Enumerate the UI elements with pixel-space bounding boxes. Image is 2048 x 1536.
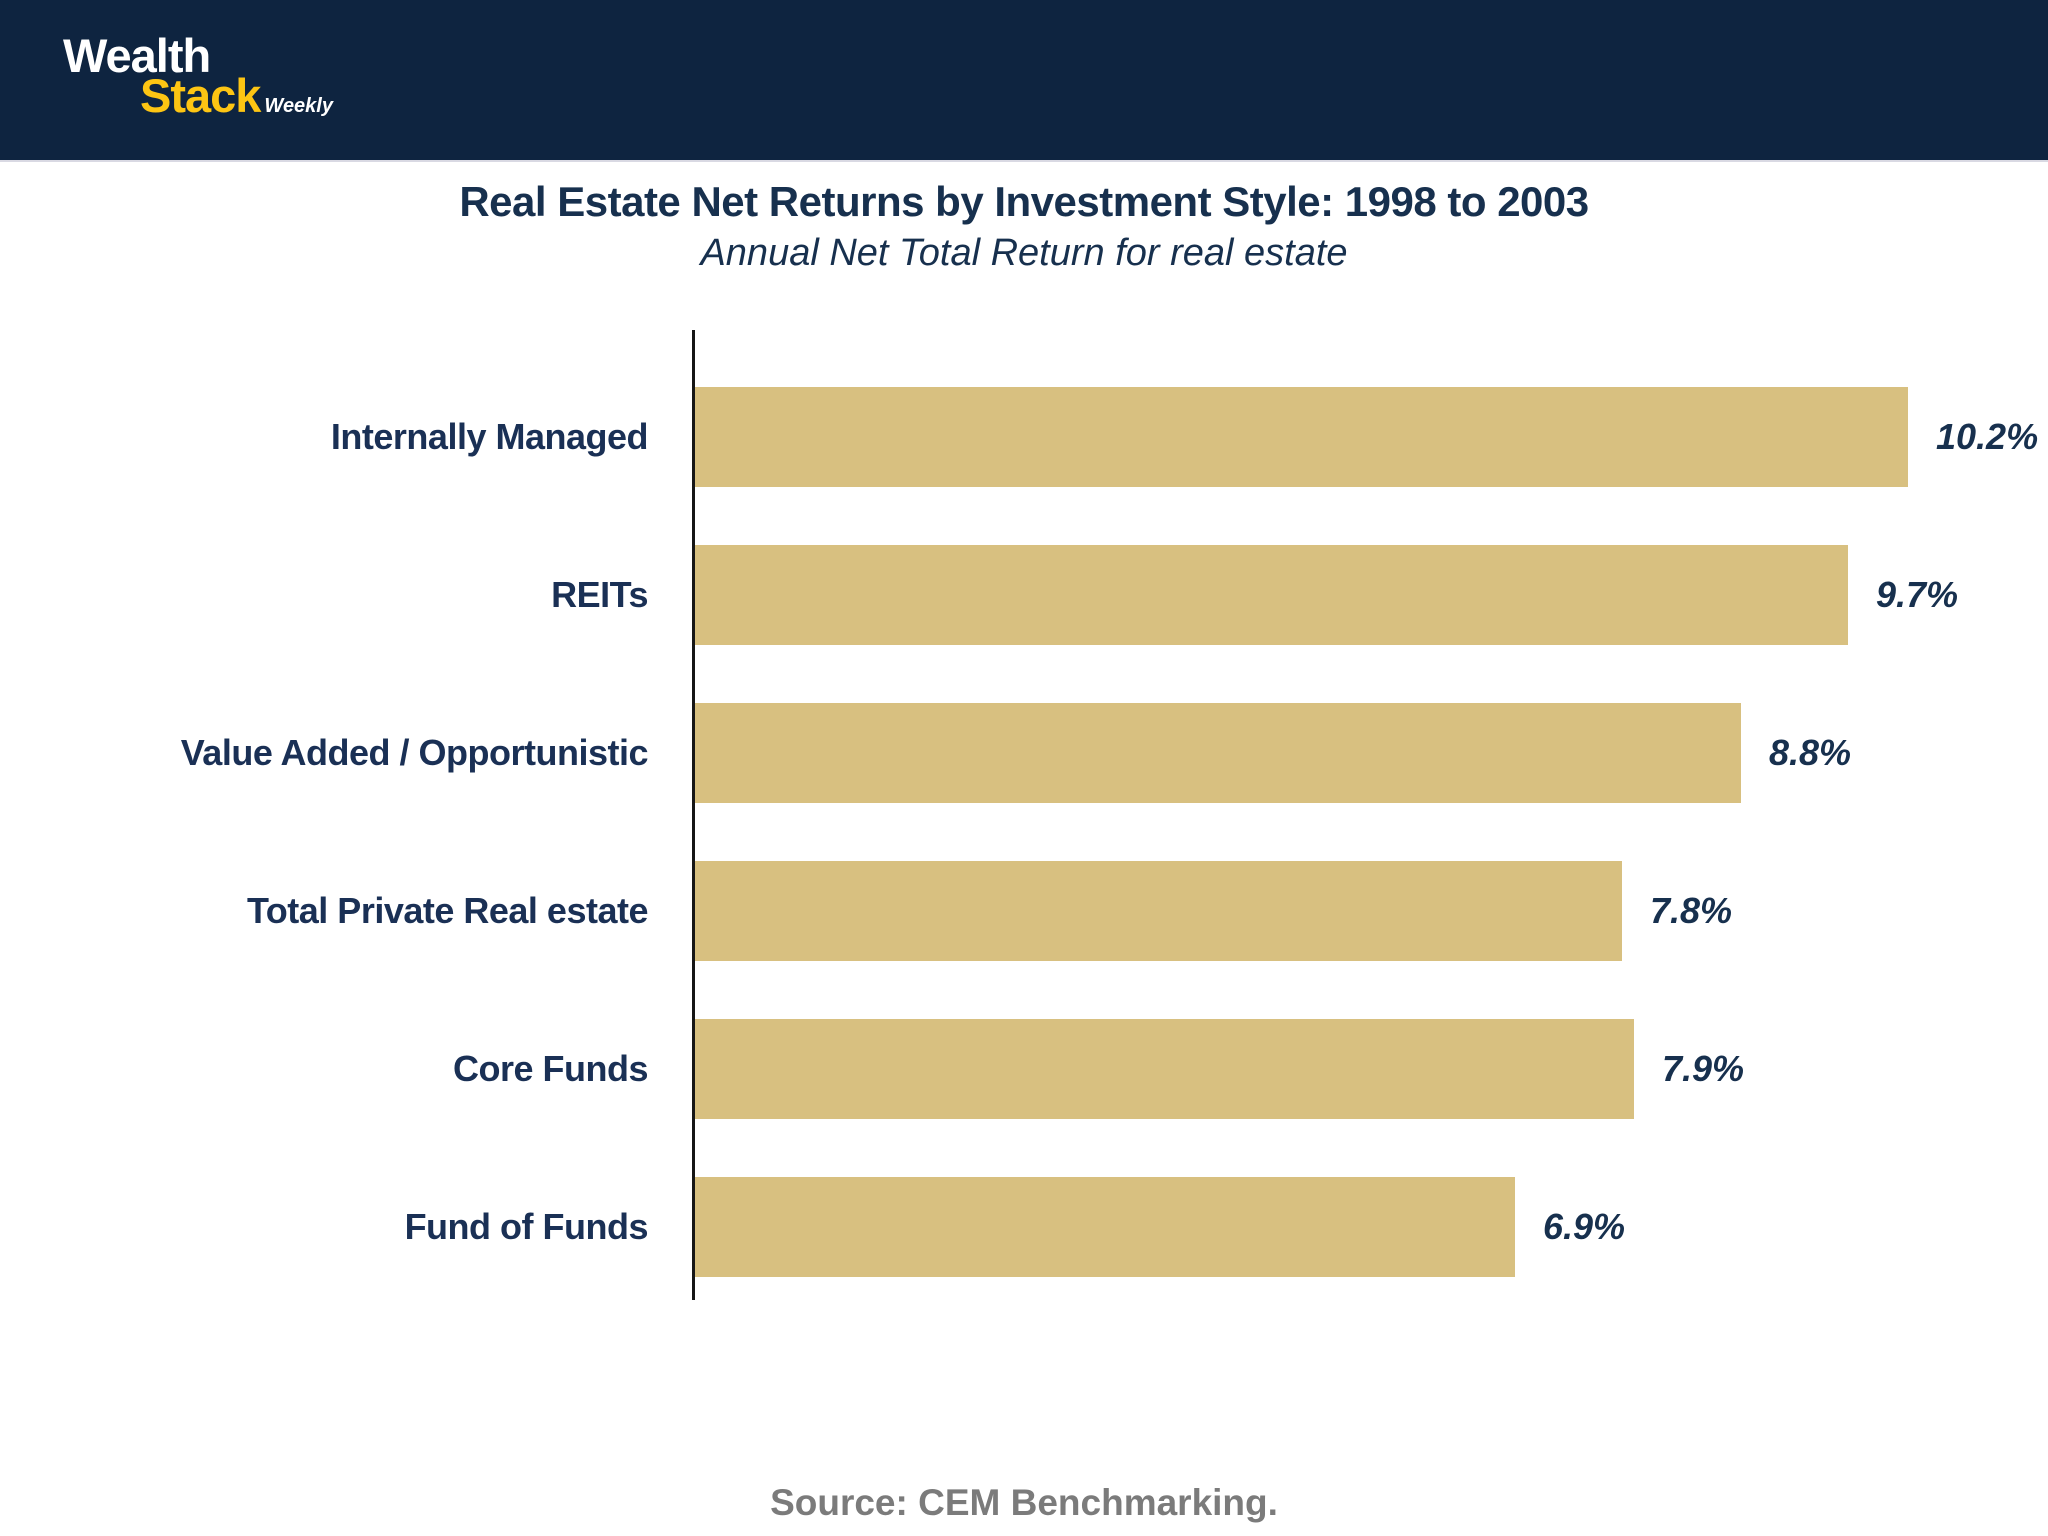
source-attribution: Source: CEM Benchmarking. — [770, 1482, 1278, 1523]
bar-row: Core Funds 7.9% — [0, 990, 2048, 1148]
bar-row: Internally Managed 10.2% — [0, 358, 2048, 516]
bar — [695, 861, 1622, 961]
bar-chart: Internally Managed 10.2% REITs 9.7% Valu… — [0, 332, 2048, 1306]
value-label: 9.7% — [1876, 574, 1959, 615]
bar-row: Total Private Real estate 7.8% — [0, 832, 2048, 990]
category-label: Core Funds — [452, 1048, 649, 1089]
value-label: 6.9% — [1543, 1206, 1626, 1247]
value-label: 10.2% — [1936, 416, 2039, 457]
y-axis-line — [692, 330, 695, 1300]
bar — [695, 1177, 1515, 1277]
logo-weekly-text: Weekly — [264, 95, 333, 117]
category-label: Value Added / Opportunistic — [180, 732, 649, 773]
category-label: REITs — [551, 574, 648, 615]
value-label: 7.8% — [1650, 890, 1733, 931]
bar-row: Value Added / Opportunistic 8.8% — [0, 674, 2048, 832]
header-band: Wealth Stack Weekly — [0, 0, 2048, 162]
bar-row: REITs 9.7% — [0, 516, 2048, 674]
value-label: 8.8% — [1769, 732, 1852, 773]
chart-title: Real Estate Net Returns by Investment St… — [459, 178, 1589, 225]
category-label: Internally Managed — [330, 416, 649, 457]
category-label: Total Private Real estate — [246, 890, 649, 931]
value-label: 7.9% — [1662, 1048, 1745, 1089]
logo-stack-text: Stack — [140, 69, 261, 122]
logo-wealth-text: Wealth — [63, 29, 211, 82]
bar — [695, 703, 1741, 803]
wealthstack-logo: Wealth Stack Weekly — [63, 29, 333, 128]
title-block: Real Estate Net Returns by Investment St… — [0, 178, 2048, 276]
bar-row: Fund of Funds 6.9% — [0, 1148, 2048, 1306]
bar — [695, 387, 1908, 487]
logo-second-line: Stack Weekly — [140, 72, 333, 128]
bar — [695, 1019, 1634, 1119]
chart-subtitle: Annual Net Total Return for real estate — [700, 232, 1348, 275]
category-label: Fund of Funds — [404, 1206, 649, 1247]
bar — [695, 545, 1848, 645]
